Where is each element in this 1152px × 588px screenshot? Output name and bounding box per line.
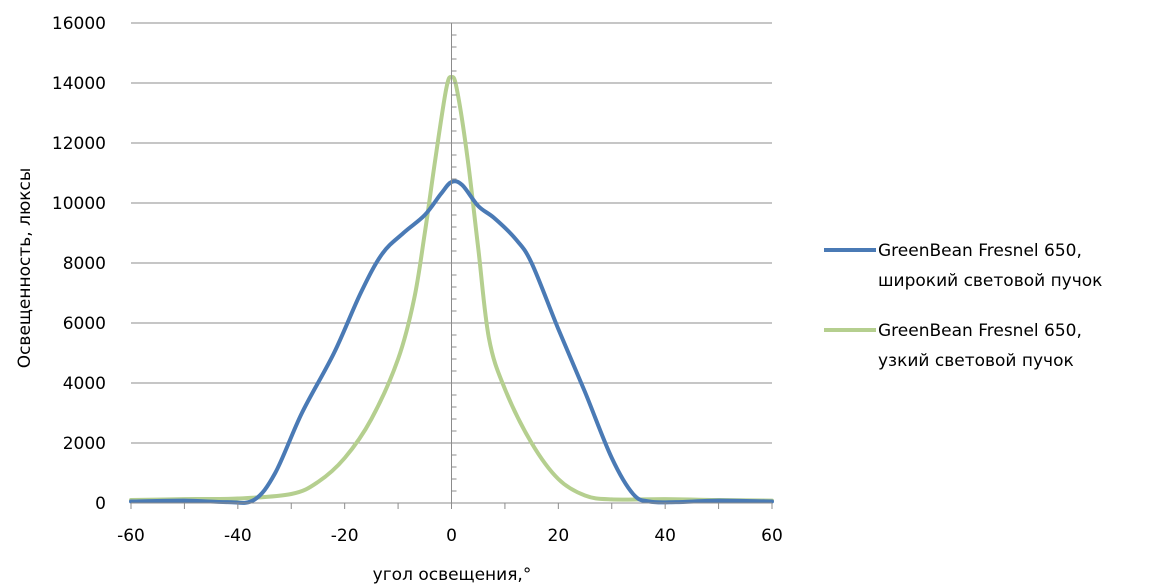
y-tick-label: 6000 xyxy=(63,314,106,334)
y-tick-label: 0 xyxy=(95,494,106,514)
y-tick-label: 4000 xyxy=(63,374,106,394)
x-axis-title: угол освещения,° xyxy=(373,565,532,585)
legend-label-1: GreenBean Fresnel 650, xyxy=(878,241,1082,261)
legend-label-1: широкий световой пучок xyxy=(878,271,1102,291)
x-tick-label: -20 xyxy=(331,526,359,546)
tick-labels: 0 2000 4000 6000 8000 10000 12000 14000 16000 -60… xyxy=(52,14,783,546)
x-tick-label: 40 xyxy=(654,526,676,546)
y-tick-label: 16000 xyxy=(52,14,106,34)
series-line-1 xyxy=(129,179,774,505)
legend-label-2: узкий световой пучок xyxy=(878,351,1074,371)
y-tick-label: 8000 xyxy=(63,254,106,274)
x-tick-label: 0 xyxy=(446,526,457,546)
legend-label-2: GreenBean Fresnel 650, xyxy=(878,321,1082,341)
x-tick-label: 20 xyxy=(548,526,570,546)
x-tick-label: -40 xyxy=(224,526,252,546)
y-tick-label: 12000 xyxy=(52,134,106,154)
x-tick-label: -60 xyxy=(117,526,145,546)
y-axis-title: Освещенность, люксы xyxy=(15,168,35,369)
axes xyxy=(130,22,773,509)
legend: GreenBean Fresnel 650, широкий световой п… xyxy=(824,241,1102,371)
y-tick-label: 2000 xyxy=(63,434,106,454)
x-tick-label: 60 xyxy=(761,526,783,546)
y-tick-label: 10000 xyxy=(52,194,106,214)
y-tick-label: 14000 xyxy=(52,74,106,94)
